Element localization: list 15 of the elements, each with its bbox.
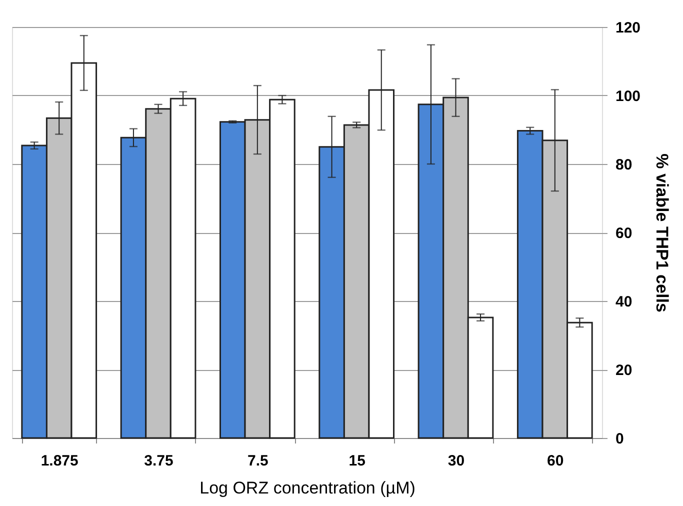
y-axis-title: % viable THP1 cells: [652, 154, 672, 312]
x-tick-label: 1.875: [40, 452, 78, 470]
x-tick-label: 30: [448, 452, 465, 470]
y-tick-label: 40: [616, 294, 632, 310]
y-tick-label: 120: [616, 20, 641, 36]
y-tick-label: 0: [616, 430, 624, 448]
x-tick-label: 3.75: [144, 452, 174, 470]
y-tick-label: 100: [616, 88, 641, 105]
x-tick-label: 7.5: [247, 452, 268, 470]
y-tick-label: 80: [616, 156, 632, 174]
x-tick-label: 60: [547, 452, 564, 470]
x-tick-label: 15: [348, 452, 366, 470]
y-tick-label: 20: [616, 362, 632, 379]
x-axis-title: Log ORZ concentration (µM): [200, 478, 416, 498]
y-tick-label: 60: [616, 225, 632, 242]
